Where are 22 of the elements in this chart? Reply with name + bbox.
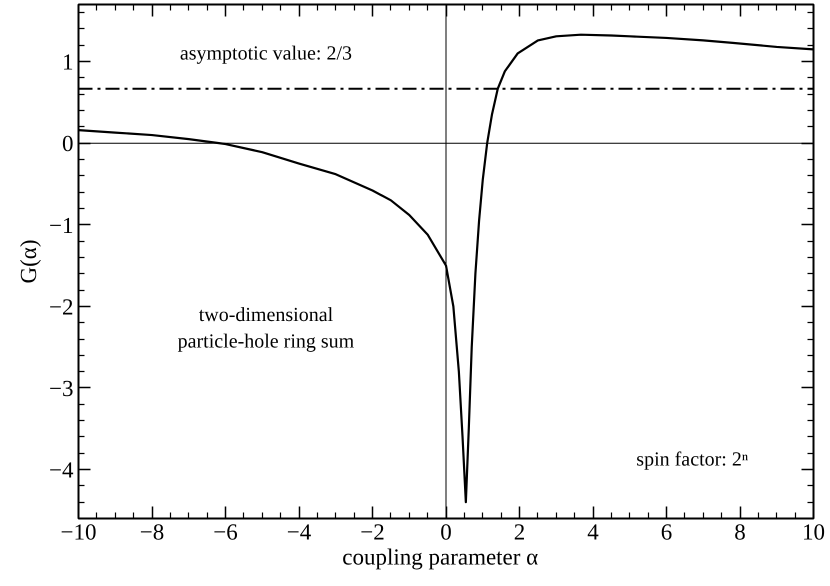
annotation: spin factor: 2ⁿ xyxy=(636,448,748,470)
y-tick-label: −3 xyxy=(49,376,74,401)
y-tick-label: 1 xyxy=(62,50,74,75)
x-tick-label: −2 xyxy=(360,520,385,544)
x-tick-label: −8 xyxy=(140,520,164,544)
x-axis-title: coupling parameter α xyxy=(342,544,538,570)
x-tick-label: 6 xyxy=(660,520,672,544)
x-tick-label: 8 xyxy=(734,520,746,544)
x-tick-label: −6 xyxy=(213,520,238,544)
annotation: asymptotic value: 2/3 xyxy=(180,42,352,64)
y-tick-label: −2 xyxy=(49,294,74,320)
y-axis-title: G(α) xyxy=(16,240,42,284)
annotation: two-dimensional particle-hole ring sum xyxy=(178,304,355,353)
x-tick-label: 2 xyxy=(514,520,526,544)
x-tick-label: −10 xyxy=(60,520,96,544)
y-tick-label: −1 xyxy=(49,212,74,238)
y-tick-label: −4 xyxy=(49,458,74,483)
x-tick-label: 0 xyxy=(440,520,452,544)
x-tick-label: −4 xyxy=(286,520,312,544)
x-tick-label: 10 xyxy=(802,520,825,544)
y-tick-label: 0 xyxy=(62,131,74,156)
x-tick-label: 4 xyxy=(587,520,600,544)
